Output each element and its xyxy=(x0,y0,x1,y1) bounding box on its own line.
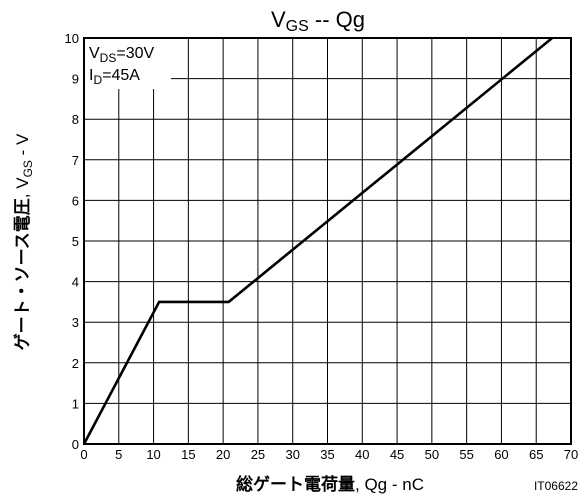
annotation-vds-main: V xyxy=(89,45,100,62)
annotation-id: ID=45A xyxy=(89,67,140,87)
x-tick-label: 45 xyxy=(390,447,404,462)
x-axis-label: 総ゲート電荷量, Qg - nC xyxy=(236,474,424,495)
y-tick-label: 7 xyxy=(72,153,79,168)
y-axis-label-tail: - V xyxy=(13,133,32,160)
y-tick-label: 10 xyxy=(65,31,79,46)
figure-code: IT06622 xyxy=(534,479,578,493)
x-tick-label: 0 xyxy=(80,447,87,462)
chart-title-sub: GS xyxy=(286,18,309,35)
chart-title-main: V xyxy=(271,7,286,32)
plot-frame xyxy=(83,37,572,445)
y-axis-label: ゲート・ソース電圧, VGS - V xyxy=(12,133,35,350)
annotation-id-rest: =45A xyxy=(102,67,140,84)
x-axis-label-jp: 総ゲート電荷量 xyxy=(236,474,355,495)
annotation-vds-rest: =30V xyxy=(116,45,154,62)
y-tick-label: 8 xyxy=(72,112,79,127)
annotation-background xyxy=(85,39,171,89)
y-axis-label-sub: GS xyxy=(21,160,35,177)
series-group xyxy=(82,36,554,445)
annotation-id-main: I xyxy=(89,67,93,84)
x-tick-labels: 0 5 10 15 20 25 30 35 40 45 50 55 60 65 70 xyxy=(80,447,578,462)
x-tick-label: 25 xyxy=(251,447,265,462)
chart-title: VGS -- Qg xyxy=(271,7,365,35)
y-tick-labels: 0 1 2 3 4 5 6 7 8 9 10 xyxy=(65,31,79,452)
chart-title-rest: -- Qg xyxy=(309,7,365,32)
series-line-vgs xyxy=(82,36,554,445)
x-axis-label-rest: , Qg - nC xyxy=(355,475,424,494)
x-tick-label: 30 xyxy=(285,447,299,462)
annotation-vds: VDS=30V xyxy=(89,45,154,65)
x-tick-label: 10 xyxy=(146,447,160,462)
y-axis-label-main: , V xyxy=(13,177,32,198)
y-tick-label: 3 xyxy=(72,315,79,330)
x-tick-label: 40 xyxy=(355,447,369,462)
y-tick-label: 9 xyxy=(72,72,79,87)
y-tick-label: 2 xyxy=(72,356,79,371)
y-tick-label: 4 xyxy=(72,275,79,290)
annotation-vds-sub: DS xyxy=(100,51,117,65)
x-tick-label: 5 xyxy=(115,447,122,462)
y-tick-label: 0 xyxy=(72,437,79,452)
x-tick-label: 15 xyxy=(181,447,195,462)
y-tick-label: 1 xyxy=(72,396,79,411)
annotation-id-sub: D xyxy=(93,73,102,87)
x-tick-label: 65 xyxy=(529,447,543,462)
grid xyxy=(84,38,571,444)
x-tick-label: 35 xyxy=(320,447,334,462)
x-tick-label: 70 xyxy=(564,447,578,462)
x-tick-label: 20 xyxy=(216,447,230,462)
y-tick-label: 5 xyxy=(72,234,79,249)
x-tick-label: 55 xyxy=(459,447,473,462)
x-tick-label: 60 xyxy=(494,447,508,462)
y-axis-label-jp: ゲート・ソース電圧 xyxy=(12,198,33,350)
x-tick-label: 50 xyxy=(425,447,439,462)
y-tick-label: 6 xyxy=(72,193,79,208)
